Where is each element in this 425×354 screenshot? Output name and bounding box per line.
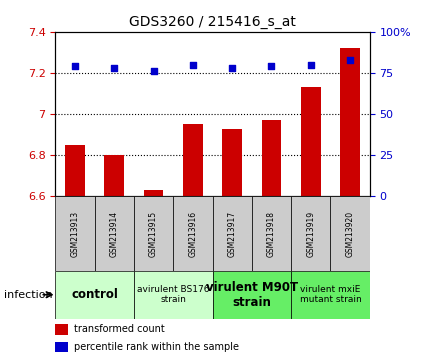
Title: GDS3260 / 215416_s_at: GDS3260 / 215416_s_at: [129, 16, 296, 29]
Bar: [212, 196, 252, 271]
Bar: [173, 196, 212, 271]
Text: transformed count: transformed count: [74, 324, 165, 334]
Point: [307, 62, 314, 68]
Text: GSM213920: GSM213920: [346, 211, 354, 257]
Text: GSM213919: GSM213919: [306, 211, 315, 257]
Point: [268, 64, 275, 69]
Point: [347, 57, 354, 63]
Bar: [55, 324, 68, 335]
Bar: [55, 342, 68, 352]
Bar: [55, 271, 134, 319]
Point: [111, 65, 118, 71]
Text: virulent M90T
strain: virulent M90T strain: [206, 281, 298, 309]
Bar: [222, 129, 242, 196]
Text: avirulent BS176
strain: avirulent BS176 strain: [137, 285, 210, 304]
Bar: [134, 196, 173, 271]
Text: GSM213918: GSM213918: [267, 211, 276, 257]
Bar: [252, 196, 291, 271]
Point: [190, 62, 196, 68]
Point: [229, 65, 235, 71]
Bar: [212, 271, 291, 319]
Bar: [134, 271, 212, 319]
Bar: [105, 155, 124, 196]
Bar: [94, 196, 134, 271]
Text: control: control: [71, 288, 118, 301]
Bar: [55, 196, 94, 271]
Point: [71, 64, 78, 69]
Bar: [340, 48, 360, 196]
Text: GSM213916: GSM213916: [188, 211, 197, 257]
Text: infection: infection: [4, 290, 53, 300]
Bar: [183, 125, 203, 196]
Bar: [331, 196, 370, 271]
Text: GSM213915: GSM213915: [149, 211, 158, 257]
Text: GSM213917: GSM213917: [228, 211, 237, 257]
Bar: [291, 196, 331, 271]
Bar: [291, 271, 370, 319]
Point: [150, 69, 157, 74]
Text: percentile rank within the sample: percentile rank within the sample: [74, 342, 239, 352]
Text: GSM213913: GSM213913: [71, 211, 79, 257]
Bar: [144, 190, 163, 196]
Text: virulent mxiE
mutant strain: virulent mxiE mutant strain: [300, 285, 361, 304]
Bar: [301, 87, 320, 196]
Bar: [262, 120, 281, 196]
Bar: [65, 145, 85, 196]
Text: GSM213914: GSM213914: [110, 211, 119, 257]
